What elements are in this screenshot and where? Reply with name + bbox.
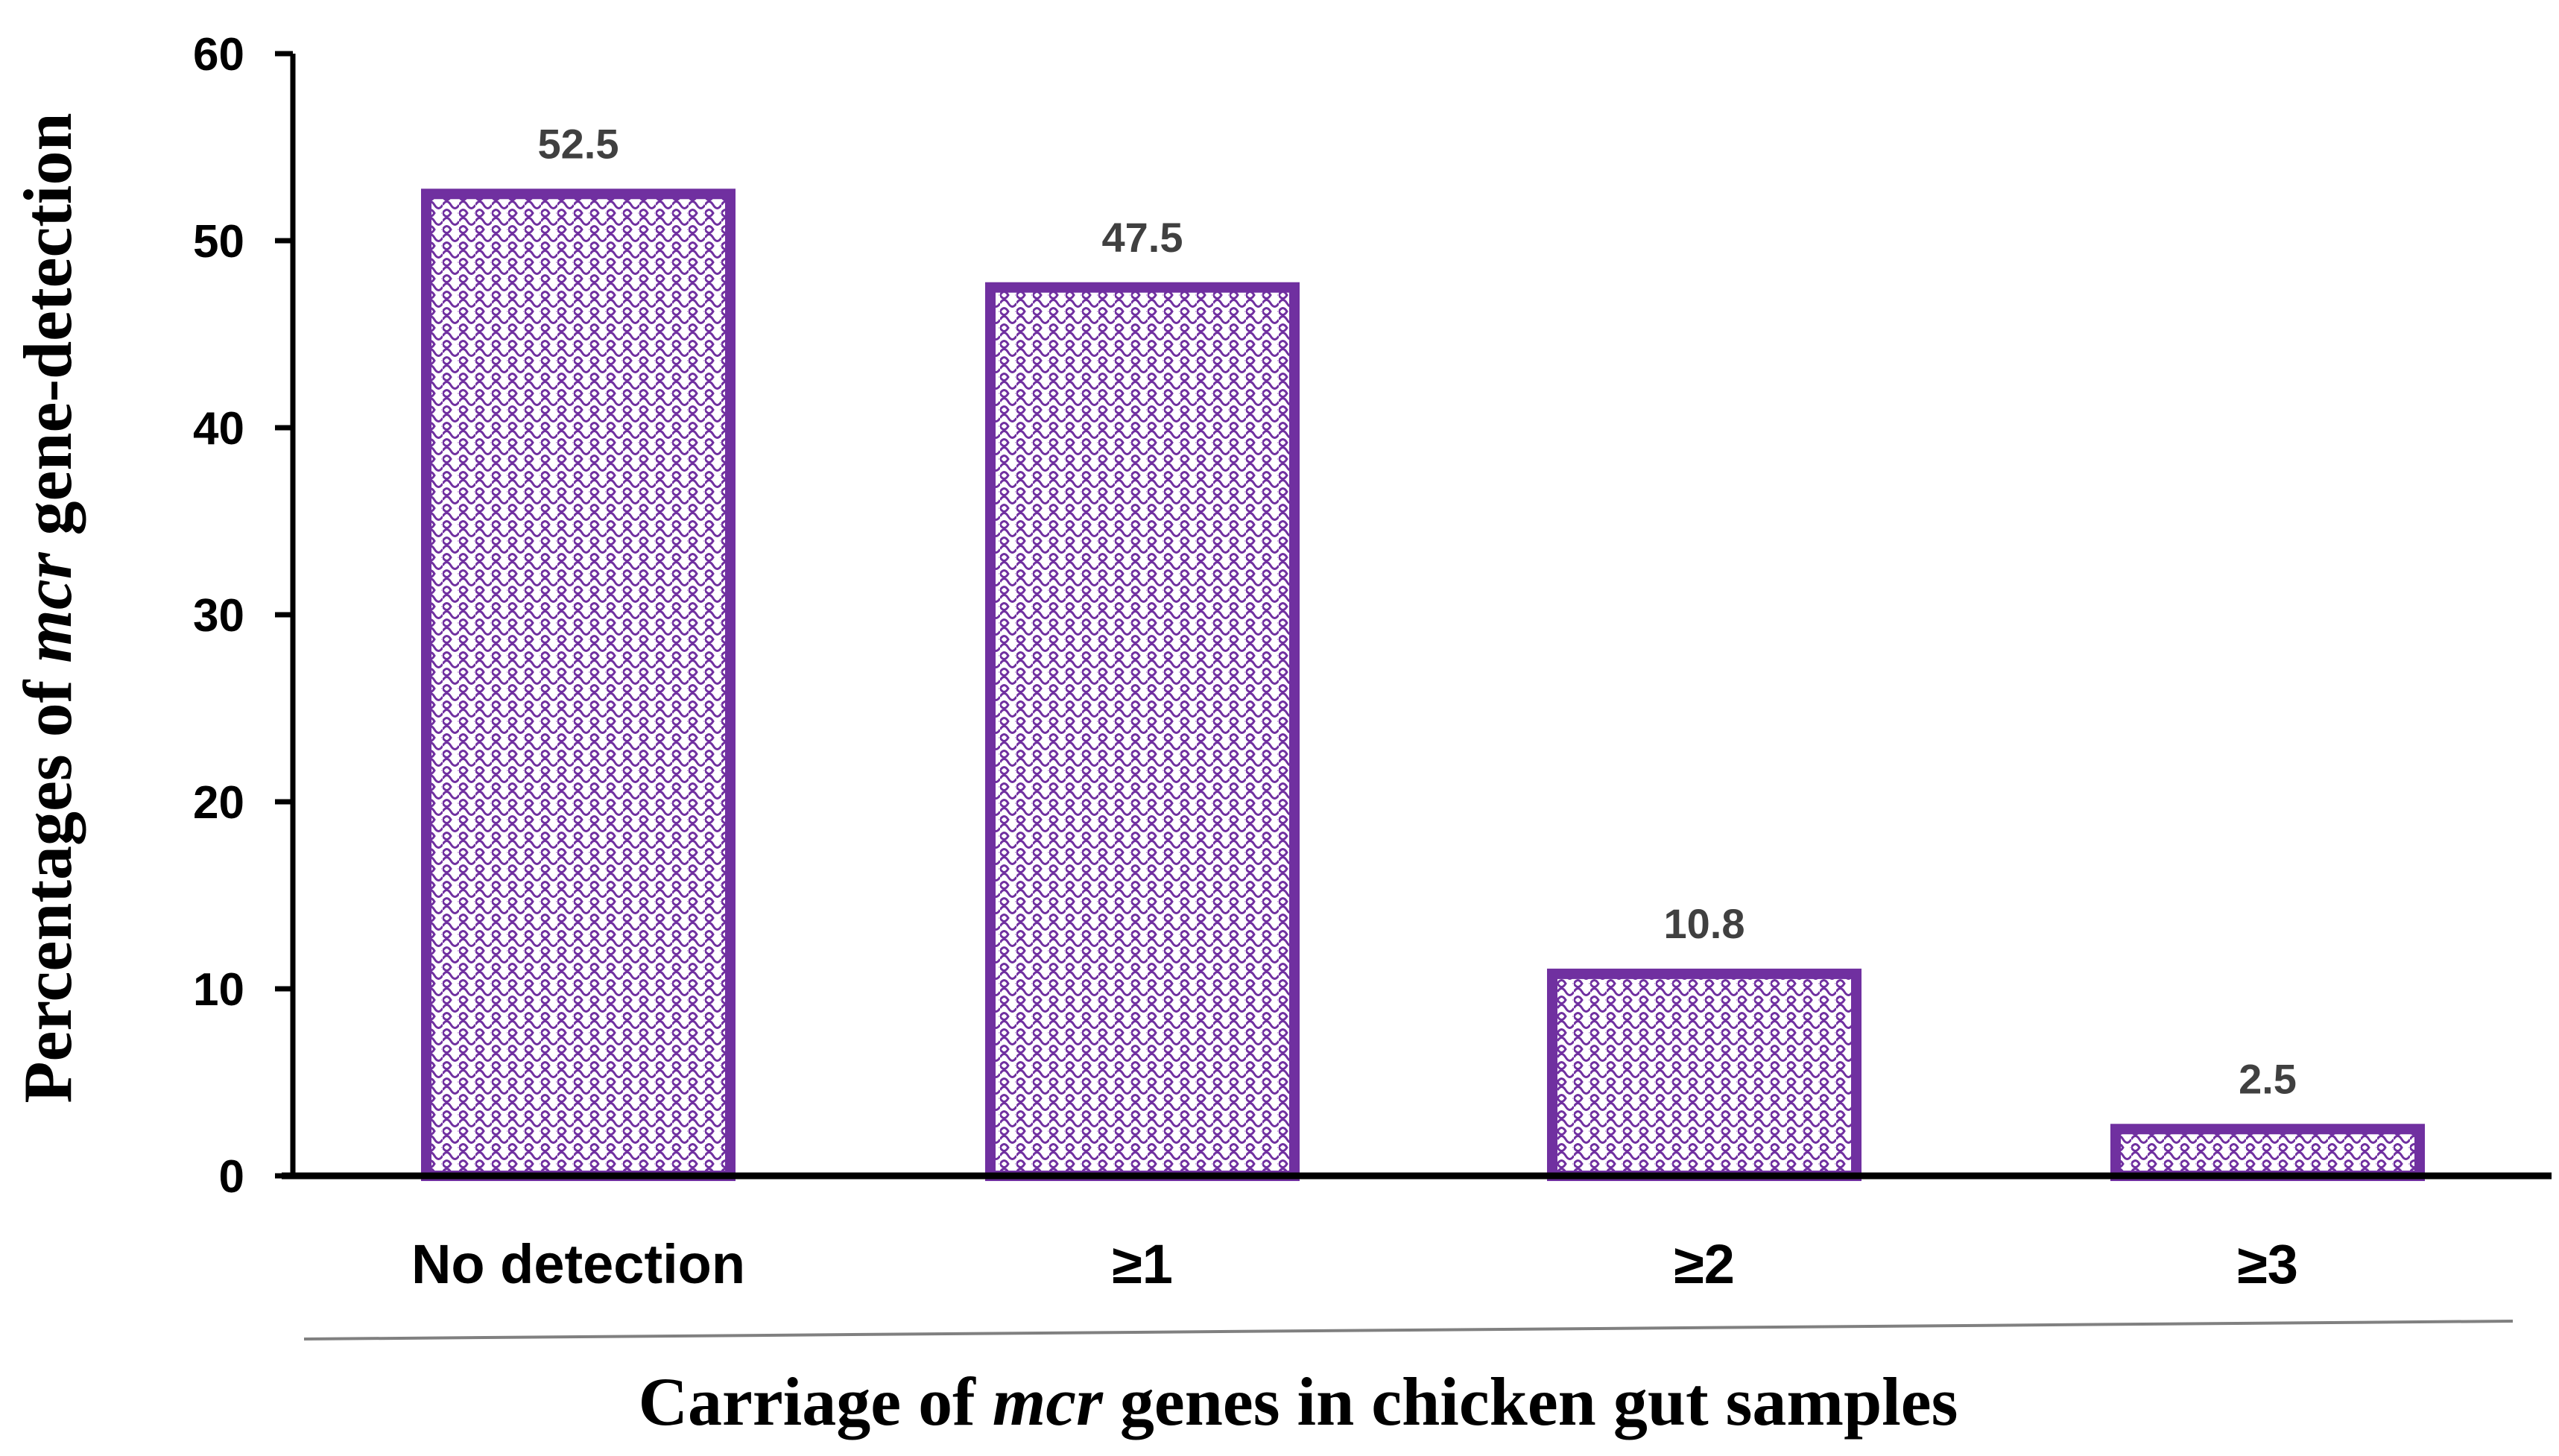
bars-group (421, 189, 2425, 1182)
axis-title-separator (303, 1320, 2514, 1341)
x-tick-label-3: ≥2 (1674, 1233, 1735, 1295)
x-axis-title-part-2: genes in chicken gut samples (1103, 1364, 1958, 1440)
y-axis-title-part-1: Percentages of (10, 663, 86, 1104)
x-axis-title-italic: mcr (993, 1364, 1104, 1440)
bar-4 (2110, 1124, 2425, 1181)
x-tick-label-1: No detection (411, 1233, 745, 1295)
x-axis-title: Carriage of mcr genes in chicken gut sam… (639, 1364, 1958, 1440)
data-label-1: 52.5 (538, 120, 619, 167)
y-axis-title: Percentages of mcr gene-detection (10, 113, 86, 1103)
y-tick-label-60: 60 (193, 29, 244, 80)
x-tick-labels-group: No detection ≥1 ≥2 ≥3 (411, 1233, 2298, 1295)
bar-3 (1547, 968, 1861, 1182)
y-axis-title-italic: mcr (10, 551, 86, 662)
data-label-2: 47.5 (1102, 214, 1183, 261)
data-label-3: 10.8 (1664, 900, 1745, 947)
y-tick-label-20: 20 (193, 777, 244, 829)
y-tick-label-0: 0 (219, 1151, 244, 1203)
y-axis-title-part-2: gene-detection (10, 113, 86, 552)
x-tick-label-4: ≥3 (2237, 1233, 2298, 1295)
y-tick-label-40: 40 (193, 403, 244, 455)
y-tick-label-50: 50 (193, 216, 244, 268)
y-tick-label-10: 10 (193, 964, 244, 1016)
data-label-4: 2.5 (2239, 1055, 2297, 1102)
x-tick-label-2: ≥1 (1112, 1233, 1173, 1295)
y-tick-label-30: 30 (193, 590, 244, 642)
bar-2 (985, 282, 1300, 1181)
data-labels-group: 52.5 47.5 10.8 2.5 (538, 120, 2297, 1102)
bar-1 (421, 189, 736, 1181)
x-axis-title-part-1: Carriage of (639, 1364, 993, 1440)
y-ticks-group: 0 10 20 30 40 50 60 (193, 29, 293, 1203)
